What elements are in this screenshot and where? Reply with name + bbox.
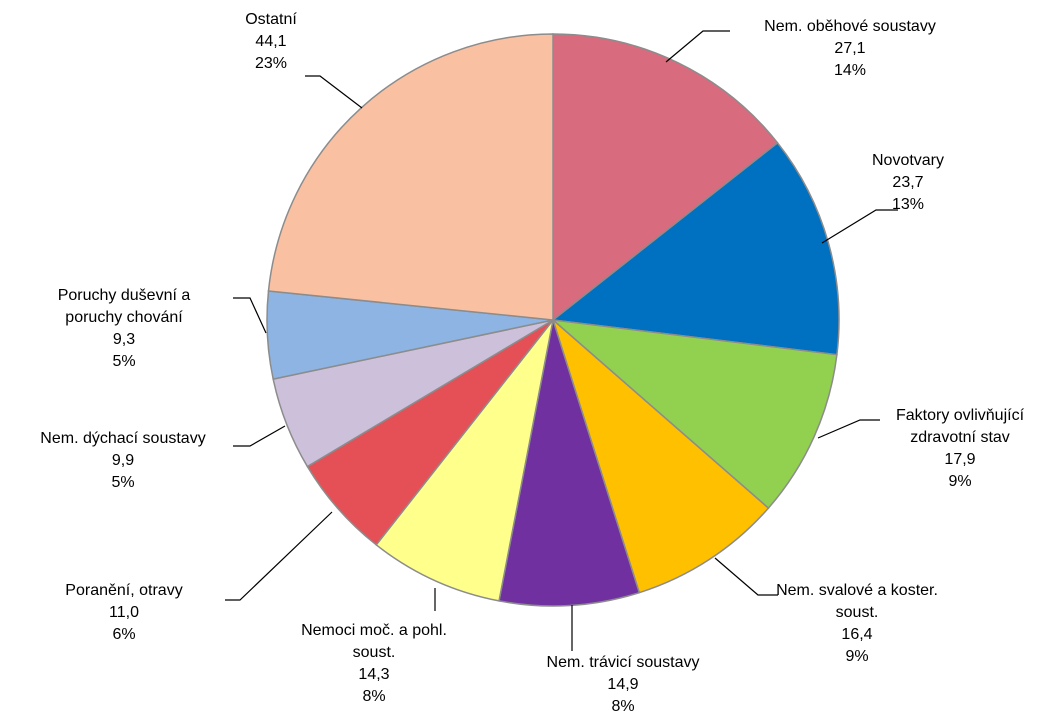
slice-value-label: 9,9	[112, 452, 134, 469]
slice-percent-label: 23%	[255, 55, 287, 72]
slice-category-label: Faktory ovlivňující	[896, 407, 1025, 424]
slice-value-label: 23,7	[892, 174, 923, 191]
slice-percent-label: 5%	[111, 474, 134, 491]
slice-category-label: soust.	[353, 644, 396, 661]
slice-category-label: soust.	[836, 604, 879, 621]
slice-value-label: 17,9	[944, 451, 975, 468]
pie-slice	[551, 317, 770, 594]
pie-slice	[375, 319, 554, 602]
slice-category-label: Nem. trávicí soustavy	[547, 654, 700, 671]
leader-line	[233, 297, 267, 334]
slice-label: Novotvary 23,7 13%	[872, 152, 944, 213]
slice-label: Nem. oběhové soustavy 27,1 14%	[764, 18, 936, 79]
slice-percent-label: 5%	[112, 353, 135, 370]
pie-slice	[267, 33, 554, 321]
slice-category-label: Nem. svalové a koster.	[776, 582, 938, 599]
pie-slice	[498, 319, 641, 607]
slice-category-label: poruchy chování	[65, 309, 183, 326]
slice-value-label: 27,1	[834, 40, 865, 57]
slice-category-label: Nem. oběhové soustavy	[764, 18, 936, 35]
leader-lines	[225, 30, 898, 651]
pie-slices	[266, 33, 840, 607]
slice-percent-label: 6%	[112, 626, 135, 643]
slice-category-label: Novotvary	[872, 152, 944, 169]
slice-label: Nem. svalové a koster. soust. 16,4 9%	[776, 582, 938, 665]
slice-label: Nem. trávicí soustavy 14,9 8%	[547, 654, 700, 715]
slice-value-label: 14,3	[358, 666, 389, 683]
slice-value-label: 9,3	[113, 331, 135, 348]
slice-value-label: 14,9	[607, 676, 638, 693]
pie-slice	[551, 141, 840, 356]
slice-value-label: 16,4	[841, 626, 872, 643]
slice-category-label: zdravotní stav	[910, 429, 1010, 446]
leader-line	[817, 419, 880, 439]
slice-category-label: Poranění, otravy	[65, 582, 182, 599]
leader-line	[665, 30, 730, 63]
leader-line	[305, 75, 363, 109]
leader-line	[225, 511, 333, 601]
pie-slice	[552, 33, 779, 322]
slice-percent-label: 13%	[892, 196, 924, 213]
leader-line	[821, 209, 898, 244]
slice-label: Poranění, otravy 11,0 6%	[65, 582, 182, 643]
slice-label: Ostatní 44,1 23%	[245, 11, 297, 72]
slice-percent-label: 8%	[611, 698, 634, 715]
slice-value-label: 11,0	[109, 604, 139, 621]
slice-label: Faktory ovlivňující zdravotní stav 17,9 9%	[896, 407, 1025, 490]
slice-category-label: Poruchy duševní a	[58, 287, 191, 304]
pie-slice	[550, 318, 838, 510]
slice-label: Nemoci moč. a pohl. soust. 14,3 8%	[301, 622, 447, 705]
slice-label: Poruchy duševní a poruchy chování 9,3 5%	[58, 287, 191, 370]
slice-percent-label: 8%	[362, 688, 385, 705]
slice-label: Nem. dýchací soustavy 9,9 5%	[40, 430, 205, 491]
slice-percent-label: 9%	[948, 473, 971, 490]
data-labels: Nem. oběhové soustavy 27,1 14% Novotvary 23,…	[40, 11, 1024, 715]
slice-category-label: Nemoci moč. a pohl.	[301, 622, 447, 639]
slice-category-label: Ostatní	[245, 11, 297, 28]
slice-percent-label: 14%	[834, 62, 866, 79]
leader-line	[233, 425, 286, 447]
slice-percent-label: 9%	[845, 648, 868, 665]
slice-value-label: 44,1	[255, 33, 286, 50]
slice-category-label: Nem. dýchací soustavy	[40, 430, 205, 447]
leader-line	[714, 557, 778, 596]
